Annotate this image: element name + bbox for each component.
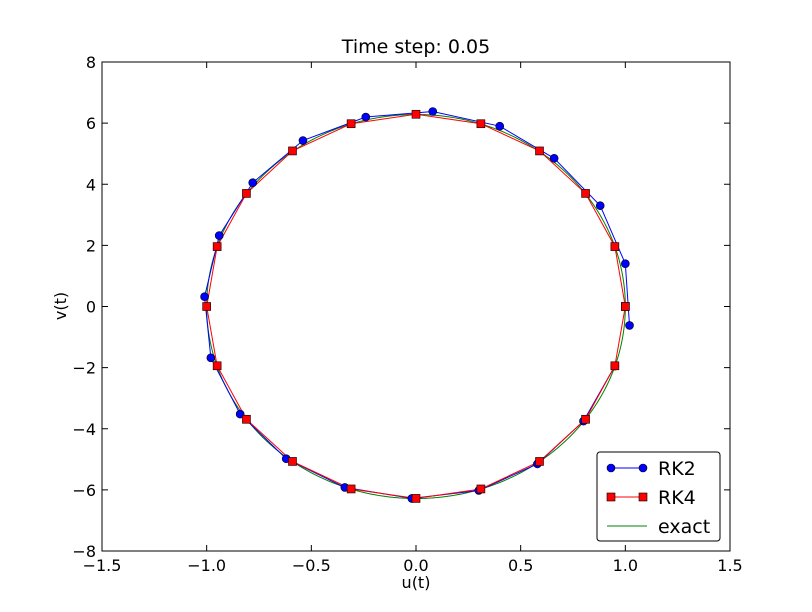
data-point-rk4 — [535, 146, 544, 156]
data-point-rk4 — [610, 361, 620, 371]
data-point-rk4 — [212, 361, 222, 371]
data-point-rk4 — [212, 242, 222, 251]
data-point-rk4 — [242, 414, 251, 424]
legend-label-rk4: RK4 — [658, 487, 696, 509]
legend-marker-rk4 — [606, 492, 616, 502]
data-point-rk2 — [495, 121, 505, 131]
data-point-rk2 — [214, 231, 224, 240]
data-point-rk2 — [549, 153, 559, 163]
data-point-rk4 — [346, 484, 356, 494]
y-axis-label: v(t) — [51, 292, 70, 320]
data-point-rk4 — [346, 119, 356, 129]
data-point-rk2 — [298, 136, 308, 145]
data-point-rk4 — [411, 109, 421, 119]
data-point-rk4 — [411, 494, 421, 503]
data-point-rk2 — [248, 178, 258, 188]
y-tick-label: −4 — [72, 420, 96, 439]
y-tick-label: 0 — [86, 298, 96, 317]
x-tick-label: −0.5 — [292, 556, 331, 575]
x-axis-label: u(t) — [402, 573, 431, 592]
data-point-rk4 — [288, 146, 297, 156]
data-point-rk4 — [535, 457, 544, 466]
y-tick-label: −6 — [72, 481, 96, 500]
legend-marker-rk2 — [638, 463, 648, 473]
series-layer — [200, 107, 634, 503]
data-point-rk4 — [581, 189, 590, 198]
data-point-rk4 — [621, 302, 630, 311]
chart-title: Time step: 0.05 — [341, 36, 490, 58]
legend-label-exact: exact — [658, 516, 710, 538]
x-tick-label: −1.5 — [83, 556, 122, 575]
x-tick-label: 1.5 — [717, 556, 742, 575]
data-point-rk4 — [288, 457, 297, 466]
legend-box — [596, 451, 721, 542]
legend: RK2 RK4 exact — [596, 451, 721, 542]
y-tick-label: 2 — [86, 236, 96, 255]
data-point-rk4 — [581, 414, 590, 424]
data-point-rk4 — [476, 119, 486, 129]
data-point-rk4 — [610, 242, 620, 251]
y-tick-label: −2 — [72, 359, 96, 378]
data-point-rk2 — [206, 353, 216, 363]
data-point-rk2 — [200, 292, 209, 302]
y-tick-label: 4 — [86, 175, 96, 194]
data-point-rk4 — [242, 189, 251, 198]
data-point-rk2 — [428, 107, 438, 116]
x-tick-label: −1.0 — [187, 556, 226, 575]
x-tick-label: 0.5 — [508, 556, 533, 575]
x-tick-label: 0.0 — [403, 556, 428, 575]
legend-label-rk2: RK2 — [658, 458, 696, 480]
data-point-rk2 — [621, 259, 630, 269]
legend-marker-rk2 — [606, 463, 616, 473]
y-tick-label: 8 — [86, 53, 96, 72]
series-line-rk2 — [204, 111, 631, 499]
x-tick-label: 1.0 — [613, 556, 638, 575]
data-point-rk2 — [625, 321, 634, 330]
data-point-rk2 — [595, 201, 605, 210]
y-tick-label: 6 — [86, 114, 96, 133]
data-point-rk2 — [361, 112, 371, 122]
data-point-rk4 — [202, 302, 211, 311]
axis-ticks: −1.5 −1.0 −0.5 0.0 0.5 1.0 1.5 −8 −6 −4 −2 0 2 4 6 8 — [72, 53, 742, 575]
y-tick-label: −8 — [72, 542, 96, 561]
legend-marker-rk4 — [638, 492, 648, 502]
data-point-rk4 — [476, 484, 486, 494]
